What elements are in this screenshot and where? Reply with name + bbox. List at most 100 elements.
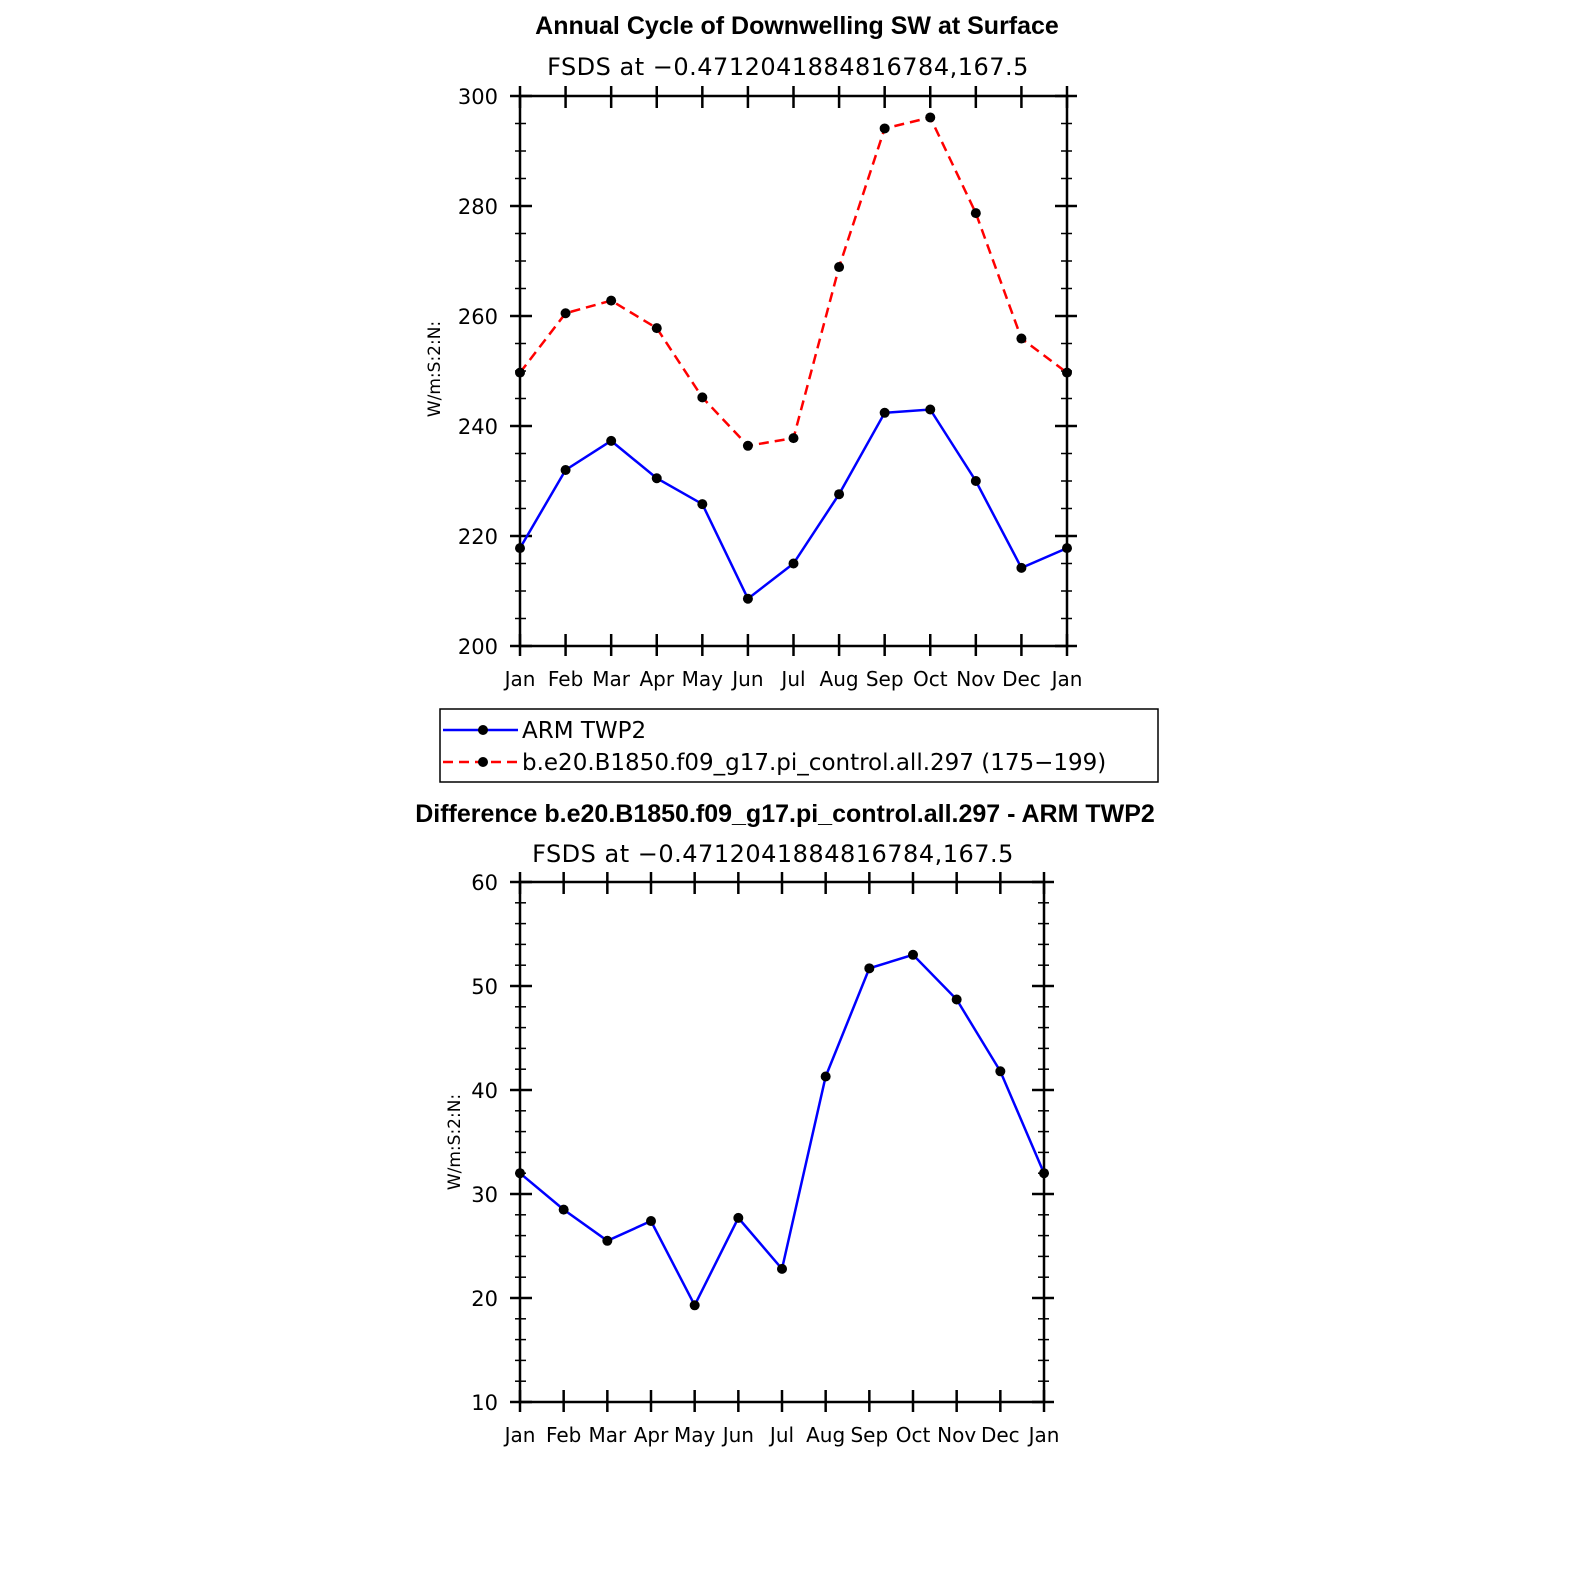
data-point xyxy=(558,1204,569,1215)
data-point xyxy=(515,367,525,378)
chart2-ytick-label: 30 xyxy=(471,1183,498,1207)
legend-label-arm-twp2: ARM TWP2 xyxy=(522,718,646,744)
chart2-xtick-label: Aug xyxy=(806,1423,845,1447)
data-point xyxy=(777,1263,787,1274)
chart-annual-cycle: Annual Cycle of Downwelling SW at Surfac… xyxy=(425,12,1159,783)
data-point xyxy=(651,323,662,334)
data-point xyxy=(697,499,708,510)
legend-frame xyxy=(439,708,1159,783)
chart1-xtick-label: Jan xyxy=(503,667,536,691)
data-point xyxy=(515,1168,525,1179)
chart1-legend: ARM TWP2 b.e20.B1850.f09_g17.pi_control.… xyxy=(439,708,1159,783)
chart1-ytick-label: 220 xyxy=(458,525,498,549)
data-point xyxy=(970,208,981,219)
chart1-series xyxy=(515,112,1072,604)
chart2-ytick-label: 60 xyxy=(471,871,498,895)
chart1-x-tick-labels: Jan Feb Mar Apr May Jun Jul Aug Sep Oct … xyxy=(503,667,1083,691)
data-point xyxy=(834,489,845,500)
data-point xyxy=(742,440,753,451)
chart2-ytick-label: 20 xyxy=(471,1287,498,1311)
chart-difference: Difference b.e20.B1850.f09_g17.pi_contro… xyxy=(415,800,1155,1447)
chart1-ytick-label: 300 xyxy=(458,85,498,109)
chart1-xtick-label: Mar xyxy=(592,667,631,691)
chart1-xtick-label: Jan xyxy=(1050,667,1083,691)
data-point xyxy=(925,112,936,123)
data-point xyxy=(788,558,799,569)
data-point xyxy=(689,1300,700,1311)
data-point xyxy=(1039,1168,1049,1179)
legend-marker-arm-twp2 xyxy=(478,725,488,735)
data-point xyxy=(742,593,753,604)
data-point xyxy=(908,949,918,960)
legend-label-model: b.e20.B1850.f09_g17.pi_control.all.297 (… xyxy=(522,750,1106,776)
chart1-xtick-label: Nov xyxy=(956,667,995,691)
data-point xyxy=(697,392,708,403)
chart2-xtick-label: Feb xyxy=(546,1423,581,1447)
data-point xyxy=(1062,543,1072,554)
chart2-xtick-label: Mar xyxy=(588,1423,627,1447)
chart2-x-tick-labels: Jan Feb Mar Apr May Jun Jul Aug Sep Oct … xyxy=(503,1423,1060,1447)
chart1-xtick-label: Jul xyxy=(779,667,805,691)
chart2-title: Difference b.e20.B1850.f09_g17.pi_contro… xyxy=(415,800,1155,828)
data-point xyxy=(651,473,662,484)
chart1-ytick-label: 280 xyxy=(458,195,498,219)
data-point xyxy=(602,1235,613,1246)
chart2-y-tick-labels: 10 20 30 40 50 60 xyxy=(471,871,498,1415)
data-point xyxy=(925,404,936,415)
chart1-y-tick-labels: 200 220 240 260 280 300 xyxy=(458,85,498,659)
chart1-xtick-label: Apr xyxy=(639,667,674,691)
data-point xyxy=(879,123,890,134)
chart1-xtick-label: Dec xyxy=(1002,667,1041,691)
data-point xyxy=(1016,562,1027,573)
data-point xyxy=(606,295,617,306)
chart2-xtick-label: Dec xyxy=(981,1423,1020,1447)
chart2-xtick-label: Jun xyxy=(721,1423,754,1447)
chart1-xtick-label: Sep xyxy=(866,667,904,691)
chart1-y-axis-label: W/m:S:2:N: xyxy=(425,321,445,417)
data-point xyxy=(560,465,571,475)
data-point xyxy=(788,433,799,444)
series-line-1 xyxy=(519,115,1068,448)
data-point xyxy=(1016,333,1027,344)
chart1-xtick-label: Oct xyxy=(913,667,948,691)
chart1-ytick-label: 260 xyxy=(458,305,498,329)
chart2-plot-frame xyxy=(518,880,1046,1404)
chart2-xtick-label: May xyxy=(674,1423,716,1447)
chart1-xtick-label: Jun xyxy=(730,667,763,691)
chart1-ticks xyxy=(510,86,1077,656)
data-point xyxy=(1062,367,1072,378)
data-point xyxy=(970,476,981,486)
chart2-xtick-label: Jul xyxy=(768,1423,794,1447)
chart2-ytick-label: 40 xyxy=(471,1079,498,1103)
data-point xyxy=(515,543,525,554)
data-point xyxy=(879,407,890,418)
data-point xyxy=(733,1212,744,1223)
legend-marker-model xyxy=(478,757,488,767)
chart2-xtick-label: Apr xyxy=(634,1423,669,1447)
data-point xyxy=(834,262,845,273)
data-point xyxy=(560,308,571,319)
data-point xyxy=(864,963,875,974)
data-point xyxy=(951,994,962,1005)
data-point xyxy=(606,435,617,446)
chart1-ytick-label: 240 xyxy=(458,415,498,439)
chart2-ticks xyxy=(510,872,1054,1412)
chart2-subtitle: FSDS at −0.4712041884816784,167.5 xyxy=(532,840,1014,868)
chart1-xtick-label: Feb xyxy=(548,667,583,691)
chart1-xtick-label: May xyxy=(682,667,724,691)
chart1-ytick-label: 200 xyxy=(458,635,498,659)
data-point xyxy=(820,1071,831,1082)
chart2-series xyxy=(515,949,1049,1311)
chart2-xtick-label: Jan xyxy=(1027,1423,1060,1447)
chart2-y-axis-label: W/m:S:2:N: xyxy=(445,1094,465,1190)
chart2-xtick-label: Jan xyxy=(503,1423,536,1447)
chart2-xtick-label: Nov xyxy=(937,1423,976,1447)
data-point xyxy=(646,1216,656,1227)
data-point xyxy=(995,1066,1006,1077)
chart2-xtick-label: Oct xyxy=(896,1423,931,1447)
chart1-title: Annual Cycle of Downwelling SW at Surfac… xyxy=(535,12,1059,40)
chart1-xtick-label: Aug xyxy=(820,667,859,691)
chart1-subtitle: FSDS at −0.4712041884816784,167.5 xyxy=(547,53,1029,81)
chart2-ytick-label: 50 xyxy=(471,975,498,999)
